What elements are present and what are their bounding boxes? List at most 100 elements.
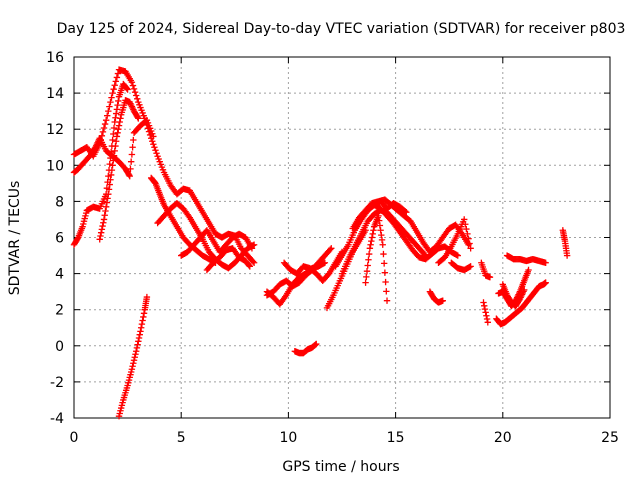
data-point — [542, 279, 549, 286]
data-point — [368, 237, 375, 245]
data-point — [461, 216, 468, 223]
data-point — [107, 176, 114, 183]
y-axis-label: SDTVAR / TECUs — [7, 181, 23, 296]
data-point — [152, 147, 159, 154]
data-point — [132, 348, 140, 355]
data-point — [110, 124, 118, 132]
data-point — [466, 240, 473, 247]
data-point — [129, 144, 136, 151]
data-point — [135, 338, 142, 345]
data-point — [105, 107, 112, 115]
data-point — [525, 266, 532, 274]
data-point — [110, 130, 117, 138]
series-track-20 — [426, 288, 446, 306]
data-point — [115, 122, 123, 129]
series-track-27 — [503, 252, 549, 266]
data-point — [313, 340, 320, 348]
data-point — [140, 310, 148, 317]
data-point — [100, 219, 107, 226]
axes: 0 5 10 15 20 25 -4 -2 0 2 4 6 8 10 12 14 16 — [46, 50, 619, 446]
data-point — [114, 101, 121, 109]
data-point — [153, 150, 160, 157]
data-point — [123, 85, 131, 92]
data-point — [130, 360, 137, 367]
data-point — [114, 70, 122, 77]
data-point — [106, 181, 113, 188]
data-point — [127, 165, 134, 173]
data-point — [422, 252, 429, 259]
grid — [74, 57, 610, 418]
data-point — [365, 256, 372, 263]
data-point — [105, 186, 113, 193]
data-point — [102, 203, 110, 211]
data-point — [563, 252, 571, 259]
data-point — [106, 103, 113, 110]
data-point — [110, 157, 117, 164]
data-point — [463, 225, 470, 233]
series-track-29 — [559, 227, 571, 259]
data-point — [134, 341, 141, 348]
data-point — [112, 110, 120, 117]
data-point — [481, 302, 488, 309]
data-point — [115, 126, 122, 133]
series-track-12 — [280, 248, 346, 285]
data-point — [439, 297, 446, 304]
data-point — [133, 344, 141, 352]
data-point — [74, 235, 81, 242]
data-point — [107, 148, 115, 156]
series-track-13 — [291, 340, 320, 357]
data-point — [102, 207, 109, 215]
data-point — [137, 328, 144, 335]
data-point — [467, 245, 474, 252]
data-point — [327, 246, 334, 253]
series-track-4 — [96, 97, 142, 243]
y-tick-label: 12 — [46, 122, 64, 138]
data-point — [140, 313, 147, 321]
series-track-7 — [154, 200, 258, 272]
data-point — [105, 172, 112, 180]
data-point — [542, 259, 549, 266]
data-point — [368, 234, 376, 241]
data-point — [150, 133, 157, 140]
data-point — [383, 297, 391, 304]
y-tick-label: 2 — [55, 303, 64, 319]
data-point — [246, 263, 254, 270]
series-track-23 — [478, 259, 494, 281]
data-point — [130, 85, 138, 93]
series-track-21 — [435, 216, 474, 266]
data-point — [365, 250, 373, 258]
data-point — [109, 162, 116, 169]
data-point — [112, 138, 120, 145]
data-point — [378, 236, 386, 244]
data-point — [117, 115, 124, 122]
data-point — [128, 366, 136, 373]
data-point — [100, 216, 108, 223]
data-point — [116, 118, 123, 126]
data-point — [104, 195, 111, 202]
y-tick-label: 10 — [46, 158, 64, 174]
data-point — [135, 115, 142, 122]
data-point — [111, 147, 118, 155]
data-point — [128, 151, 136, 158]
data-point — [99, 128, 107, 136]
data-point — [111, 82, 118, 89]
data-point — [97, 232, 104, 240]
data-point — [380, 250, 387, 258]
data-point — [376, 222, 384, 229]
data-point — [102, 116, 110, 124]
data-point — [363, 273, 370, 281]
data-point — [367, 241, 374, 248]
data-point — [481, 305, 489, 313]
data-point — [137, 324, 145, 331]
data-point — [379, 241, 386, 248]
data-point — [465, 241, 472, 248]
y-tick-label: 16 — [46, 50, 64, 66]
data-point — [467, 263, 474, 270]
data-point — [129, 82, 137, 89]
series-track-1 — [70, 66, 258, 266]
y-tick-label: -2 — [50, 375, 64, 391]
data-point — [127, 158, 135, 165]
data-point — [245, 262, 253, 269]
data-point — [99, 222, 106, 230]
